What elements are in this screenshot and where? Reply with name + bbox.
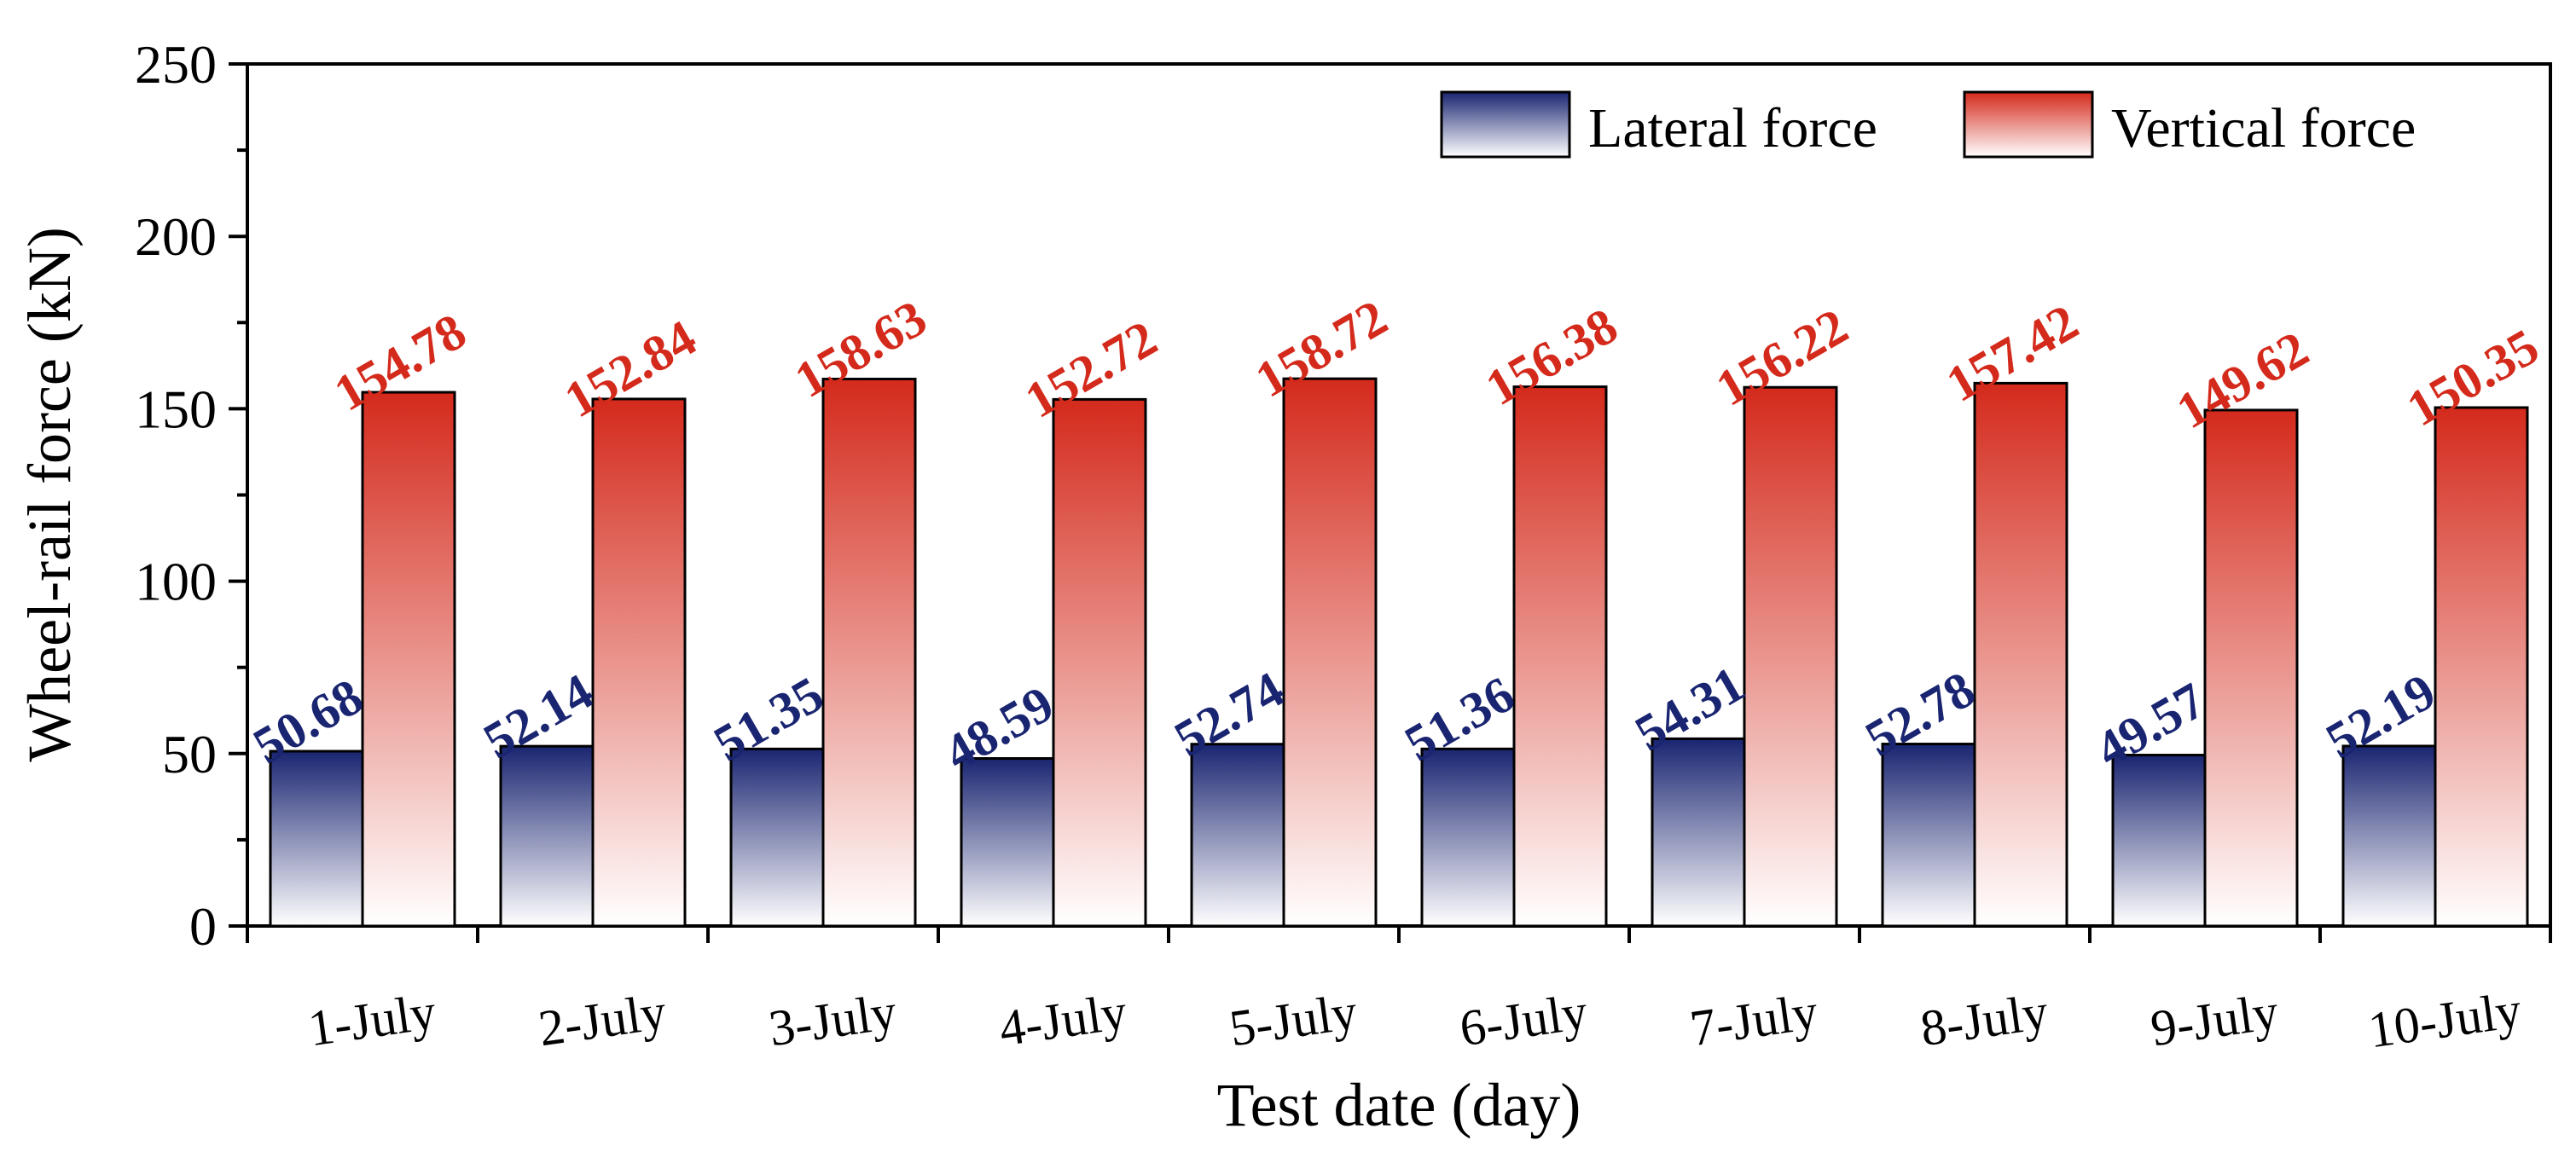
bar-lateral [2341, 744, 2437, 928]
x-tick-label: 8-July [1917, 983, 2051, 1056]
y-axis: 0 50 100 150 200 250 [135, 34, 247, 957]
bar-lateral [729, 747, 825, 928]
legend-label-vertical: Vertical force [2111, 97, 2416, 159]
x-tick-label: 7-July [1686, 983, 1821, 1056]
bar-lateral [269, 749, 364, 928]
y-tick-label: 50 [162, 724, 217, 784]
bar-vertical [2203, 408, 2299, 928]
legend-swatch-lateral [1440, 90, 1571, 159]
bar-vertical [1282, 377, 1378, 928]
x-tick-label: 3-July [765, 983, 900, 1056]
x-tick-label: 1-July [305, 983, 439, 1056]
x-tick-label: 10-July [2364, 981, 2524, 1058]
bar-vertical [2434, 406, 2529, 928]
y-tick-label: 250 [135, 34, 217, 95]
bars [269, 377, 2529, 928]
bar-vertical [1052, 397, 1147, 928]
x-tick-label: 9-July [2147, 983, 2282, 1056]
bar-vertical [591, 397, 687, 928]
bar-vertical [1973, 381, 2068, 928]
x-axis-title: Test date (day) [1217, 1071, 1581, 1139]
bar-lateral [2111, 754, 2207, 928]
bar-vertical [1512, 385, 1608, 928]
legend-label-lateral: Lateral force [1588, 97, 1877, 159]
bar-lateral [1881, 743, 1976, 928]
y-tick-label: 100 [135, 552, 217, 612]
bar-lateral [1190, 743, 1285, 928]
x-axis: 1-July 2-July 3-July 4-July 5-July 6-July 7-Ju… [246, 926, 2552, 1058]
bar-lateral [960, 757, 1055, 928]
x-tick-label: 4-July [995, 983, 1130, 1056]
x-tick-label: 5-July [1226, 983, 1361, 1056]
legend-swatch-vertical [1963, 90, 2094, 159]
bar-lateral [499, 744, 595, 928]
y-tick-label: 200 [135, 206, 217, 267]
y-axis-title: Wheel-rail force (kN) [15, 227, 84, 762]
y-tick-label: 150 [135, 379, 217, 439]
bar-vertical [821, 378, 917, 928]
value-labels: 50.68154.7852.14152.8451.35158.6348.5915… [244, 289, 2548, 782]
x-tick-label: 6-July [1456, 983, 1591, 1056]
bar-lateral [1651, 737, 1746, 928]
bar-lateral [1420, 747, 1516, 928]
x-tick-label: 2-July [535, 983, 670, 1056]
y-tick-label: 0 [189, 896, 217, 957]
legend: Lateral force Vertical force [1440, 90, 2416, 159]
bar-vertical [1743, 385, 1838, 928]
bar-vertical [361, 391, 456, 928]
